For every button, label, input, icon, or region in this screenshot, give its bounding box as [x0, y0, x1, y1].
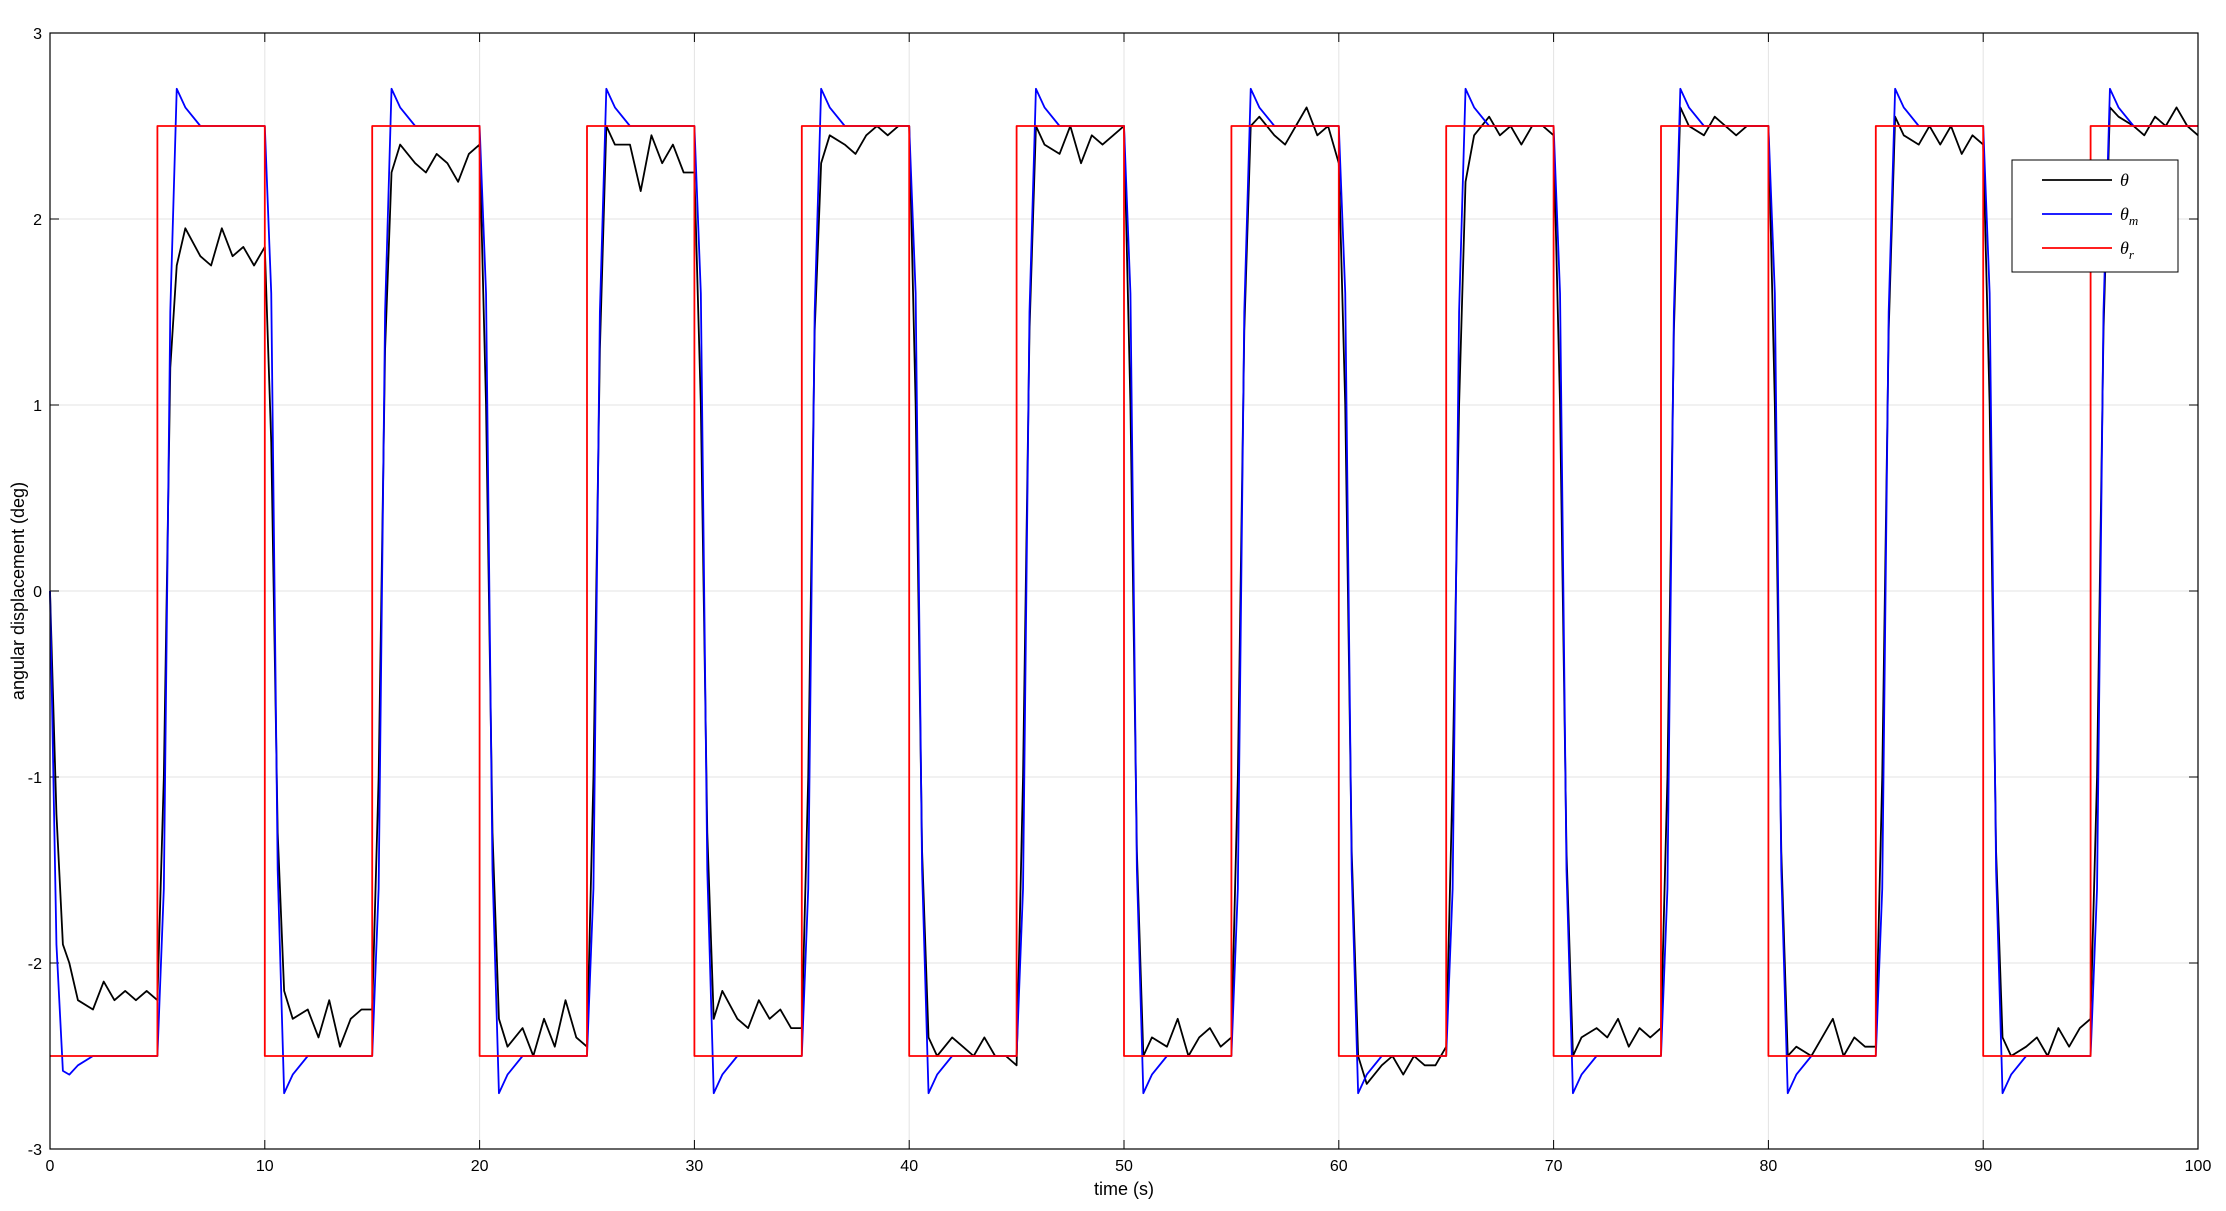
y-tick-label: 3 [33, 26, 42, 43]
x-axis-label: time (s) [1094, 1179, 1154, 1199]
legend-text: θ [2120, 170, 2129, 190]
series-line [50, 125, 2198, 1057]
legend-box [2011, 159, 2179, 273]
y-tick-label: -3 [28, 1142, 42, 1159]
x-tick-label: 30 [686, 1158, 704, 1175]
x-tick-label: 100 [2185, 1158, 2212, 1175]
x-tick-label: 60 [1330, 1158, 1348, 1175]
y-tick-label: -2 [28, 956, 42, 973]
x-tick-label: 90 [1974, 1158, 1992, 1175]
legend: θ θm θr [2011, 159, 2179, 273]
x-tick-label: 70 [1545, 1158, 1563, 1175]
legend-text: θr [2120, 238, 2135, 262]
x-tick-label: 0 [46, 1158, 55, 1175]
x-tick-label: 10 [256, 1158, 274, 1175]
y-tick-label: 0 [33, 584, 42, 601]
x-tick-label: 50 [1115, 1158, 1133, 1175]
y-tick-label: 2 [33, 212, 42, 229]
plot-frame [49, 32, 2199, 1150]
y-tick-label: -1 [28, 770, 42, 787]
y-axis-label: angular displacement (deg) [8, 482, 28, 700]
x-tick-label: 80 [1760, 1158, 1778, 1175]
x-tick-label: 20 [471, 1158, 489, 1175]
x-tick-label: 40 [900, 1158, 918, 1175]
y-tick-label: 1 [33, 398, 42, 415]
legend-text: θm [2120, 204, 2138, 228]
